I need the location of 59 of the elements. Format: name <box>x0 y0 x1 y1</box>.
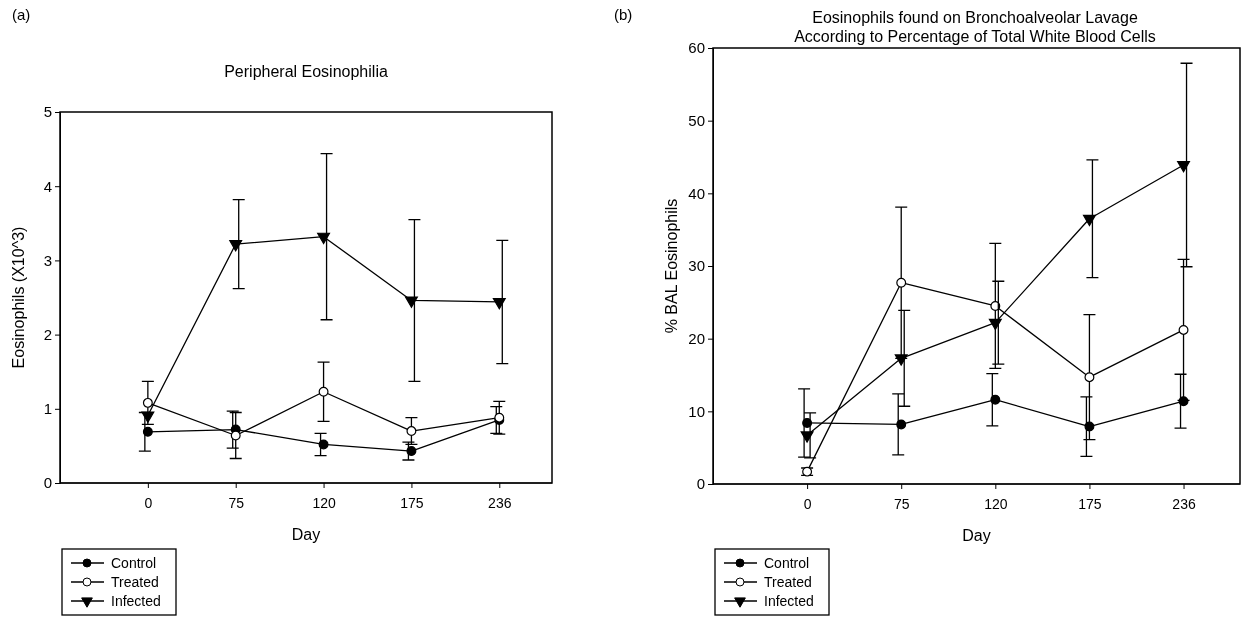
y-tick-label: 50 <box>688 111 705 129</box>
y-tick-label: 60 <box>688 39 705 57</box>
point <box>142 426 153 437</box>
point <box>404 296 418 308</box>
y-tick-label: 5 <box>43 103 52 121</box>
point <box>1084 372 1095 383</box>
point <box>492 297 506 310</box>
point <box>142 397 153 408</box>
x-axis-title: Day <box>962 527 991 544</box>
y-tick-label: 10 <box>688 402 705 420</box>
y-tick-label: 0 <box>696 475 705 493</box>
point <box>800 431 814 443</box>
y-tick-label: 2 <box>43 325 52 343</box>
point <box>141 411 155 423</box>
legend-label: Control <box>111 555 157 571</box>
x-tick-label: 175 <box>1078 495 1102 512</box>
point <box>988 318 1002 331</box>
y-tick-label: 1 <box>43 400 52 418</box>
legend-label: Treated <box>764 574 812 590</box>
x-tick-label: 175 <box>400 494 424 511</box>
y-tick-label: 4 <box>43 177 52 195</box>
y-tick-label: 20 <box>688 329 705 347</box>
y-tick-label: 40 <box>688 184 705 202</box>
point <box>318 439 329 450</box>
text: (a) <box>12 6 31 23</box>
x-tick-label: 120 <box>312 494 336 511</box>
point <box>318 386 329 397</box>
y-tick-label: 3 <box>43 251 52 269</box>
x-tick-label: 120 <box>984 495 1008 512</box>
point <box>896 277 907 288</box>
y-axis-title: % BAL Eosinophils <box>663 198 680 334</box>
chart-title: Peripheral Eosinophilia <box>224 63 388 80</box>
point <box>1177 161 1191 173</box>
legend-label: Infected <box>111 593 161 609</box>
chart-title: Eosinophils found on Bronchoalveolar Lavage According to Percentage of Total White Blood Cells <box>794 9 1156 45</box>
x-tick-label: 0 <box>144 494 153 511</box>
point <box>406 426 417 437</box>
point <box>229 240 243 252</box>
y-tick-label: 30 <box>688 257 705 275</box>
y-axis-title: Eosinophils (X10^3) <box>10 226 27 369</box>
point <box>1178 324 1189 335</box>
x-tick-label: 236 <box>488 494 512 511</box>
point <box>896 419 907 430</box>
point <box>230 430 241 441</box>
x-tick-label: 236 <box>1172 495 1196 512</box>
x-tick-label: 75 <box>228 494 245 511</box>
point <box>317 232 331 245</box>
legend-label: Infected <box>764 593 814 609</box>
legend-label: Control <box>764 555 810 571</box>
text: (b) <box>614 6 633 23</box>
point <box>894 354 908 366</box>
x-axis-title: Day <box>291 526 321 543</box>
x-tick-label: 75 <box>893 495 910 512</box>
point <box>990 394 1001 405</box>
point <box>1082 214 1096 227</box>
point <box>406 446 417 457</box>
legend-label: Treated <box>111 574 159 590</box>
x-tick-label: 0 <box>803 495 812 512</box>
y-tick-label: 0 <box>43 474 52 492</box>
